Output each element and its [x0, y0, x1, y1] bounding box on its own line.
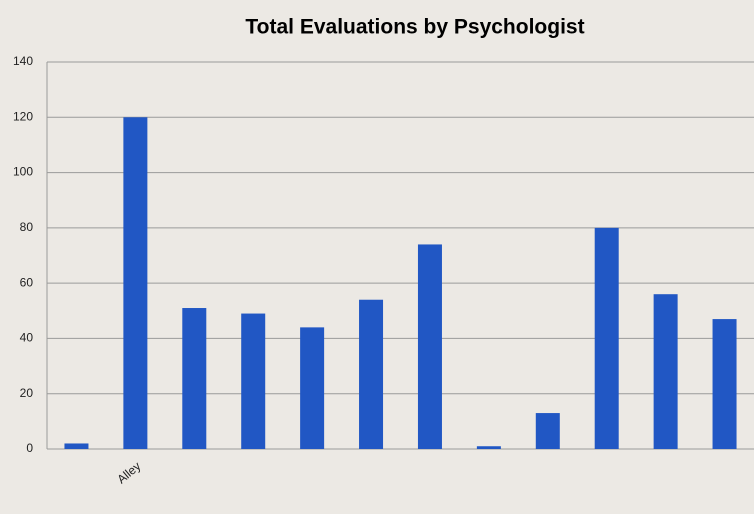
bar: [417, 244, 442, 449]
y-tick-label: 60: [20, 275, 34, 289]
y-tick-label: 120: [13, 109, 33, 123]
bar: [653, 294, 678, 449]
y-tick-label: 0: [26, 441, 33, 455]
bar: [123, 117, 148, 450]
bar: [241, 313, 266, 449]
y-tick-label: 80: [20, 220, 34, 234]
y-tick-label: 140: [13, 54, 33, 68]
y-tick-label: 20: [20, 386, 34, 400]
bar: [64, 443, 89, 449]
bar: [182, 308, 207, 449]
bar: [300, 327, 325, 449]
bar: [594, 227, 619, 449]
y-tick-label: 100: [13, 165, 33, 179]
y-tick-label: 40: [20, 331, 34, 345]
bar: [535, 413, 560, 449]
bar: [359, 299, 384, 449]
chart-title: Total Evaluations by Psychologist: [245, 16, 584, 39]
bar: [712, 319, 737, 449]
bar: [476, 446, 501, 449]
